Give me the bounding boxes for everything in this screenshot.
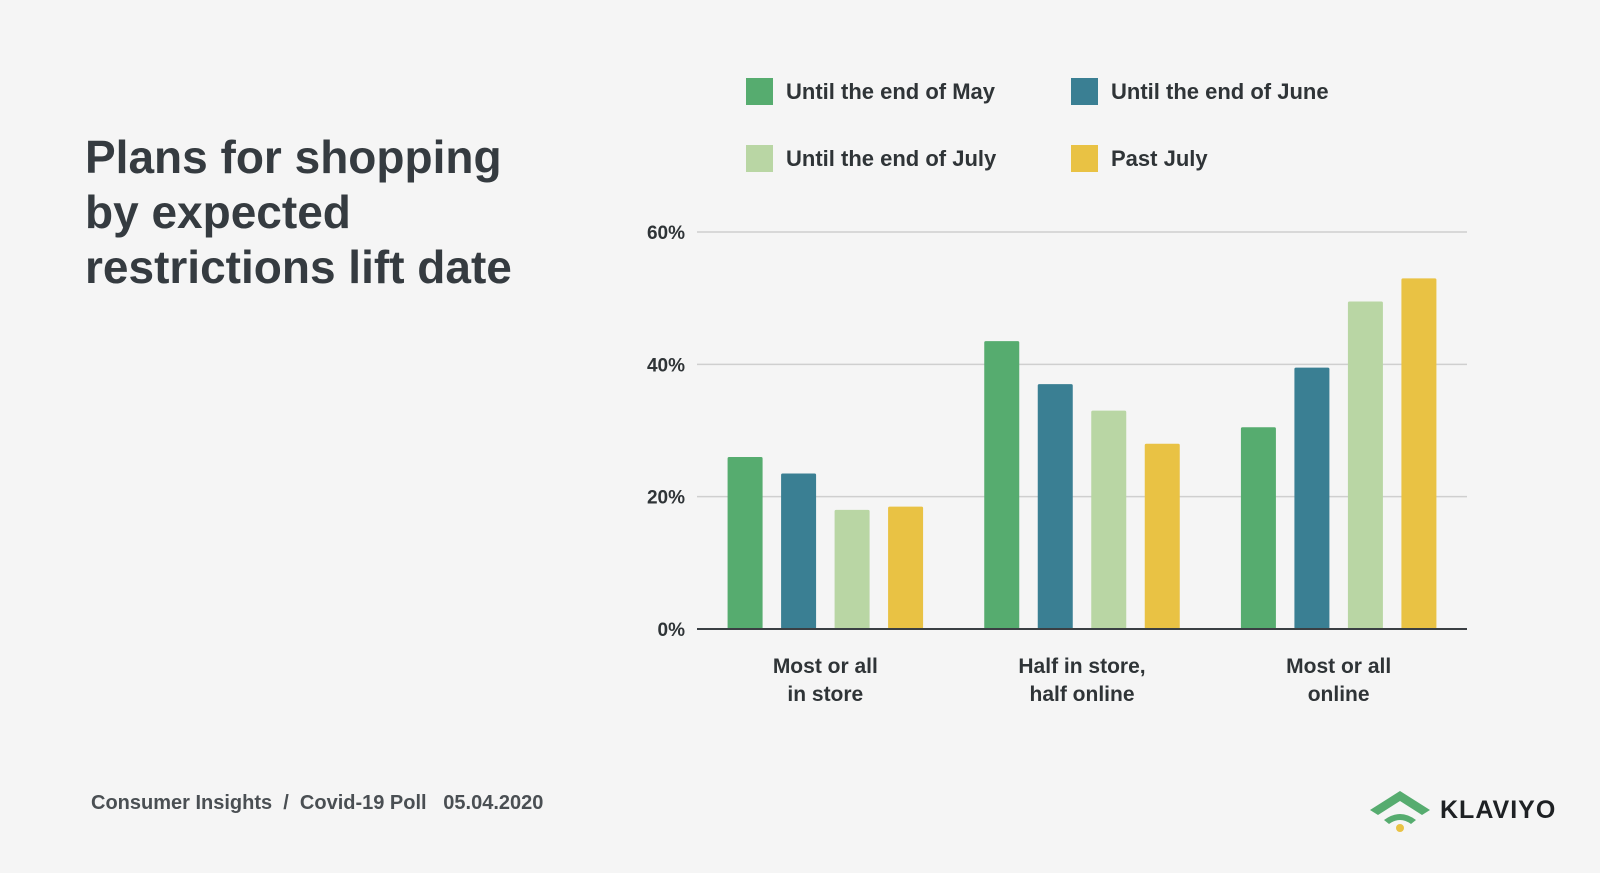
legend-label-past-july: Past July xyxy=(1111,145,1208,171)
legend-swatch-july xyxy=(746,145,773,172)
bar-1-0 xyxy=(984,341,1020,629)
y-tick-label-0: 0% xyxy=(658,620,686,641)
legend-swatch-june xyxy=(1071,78,1098,105)
page-title: Plans for shopping by expected restricti… xyxy=(85,131,512,293)
bar-0-0 xyxy=(727,456,763,629)
bar-1-3 xyxy=(1144,443,1180,629)
bar-0-2 xyxy=(834,509,870,629)
legend-label-may: Until the end of May xyxy=(786,78,995,104)
x-category-label-1: Half in store, half online xyxy=(1018,655,1145,706)
bar-0-1 xyxy=(781,473,817,629)
legend-label-july: Until the end of July xyxy=(786,145,997,171)
legend-item-past-july: Past July xyxy=(1071,145,1386,172)
legend-swatch-may xyxy=(746,78,773,105)
legend-item-june: Until the end of June xyxy=(1071,78,1386,105)
wifi-chevron-icon xyxy=(1370,791,1430,832)
bar-1-1 xyxy=(1037,384,1073,629)
y-tick-label-20: 20% xyxy=(647,488,685,509)
bar-2-2 xyxy=(1347,301,1383,629)
brand-logo: KLAVIYO xyxy=(1368,788,1556,832)
bar-1-2 xyxy=(1091,410,1127,629)
legend-item-may: Until the end of May xyxy=(746,78,1071,105)
y-tick-label-40: 40% xyxy=(647,355,685,376)
y-tick-label-60: 60% xyxy=(647,223,685,244)
legend-item-july: Until the end of July xyxy=(746,145,1071,172)
footer-source: Consumer Insights / Covid-19 Poll 05.04.… xyxy=(91,792,544,814)
x-category-label-0: Most or all in store xyxy=(773,655,878,706)
legend-label-june: Until the end of June xyxy=(1111,78,1329,104)
brand-name: KLAVIYO xyxy=(1440,795,1557,824)
legend-swatch-past-july xyxy=(1071,145,1098,172)
bar-0-3 xyxy=(888,506,924,629)
bar-2-1 xyxy=(1294,367,1330,629)
bar-2-0 xyxy=(1240,427,1276,629)
legend: Until the end of May Until the end of Ju… xyxy=(746,78,1386,172)
x-category-label-2: Most or all online xyxy=(1286,655,1391,706)
bar-2-3 xyxy=(1401,278,1437,629)
